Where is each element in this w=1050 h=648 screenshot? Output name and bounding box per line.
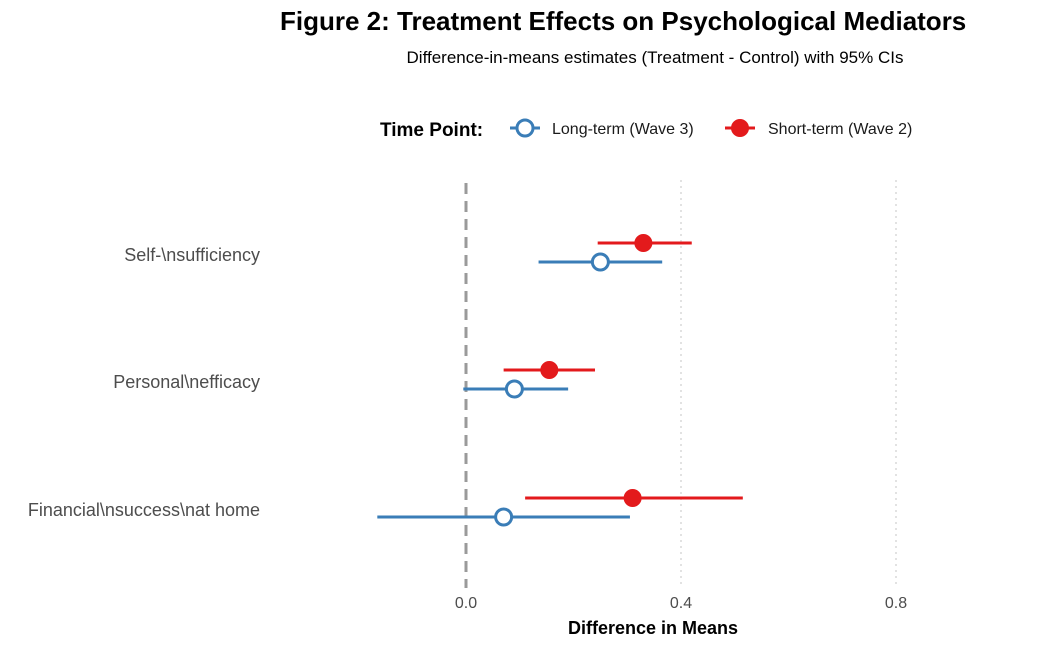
category-label-1: Personal\nefficacy [113,372,260,392]
category-labels: Self-\nsufficiency Personal\nefficacy Fina… [28,245,260,520]
x-axis-title: Difference in Means [568,618,738,638]
point-series1-cat2 [623,489,642,507]
legend-entry-short-term: Short-term (Wave 2) [725,119,912,138]
category-label-0: Self-\nsufficiency [124,245,260,265]
point-series1-cat1 [540,361,559,379]
legend-short-term-label: Short-term (Wave 2) [768,121,912,138]
legend-long-term-label: Long-term (Wave 3) [552,121,694,138]
x-tick-label-1: 0.4 [670,595,692,612]
chart-title: Figure 2: Treatment Effects on Psycholog… [280,6,967,36]
chart-subtitle: Difference-in-means estimates (Treatment… [406,48,904,67]
point-series0-cat1 [504,379,524,399]
x-tick-label-0: 0.0 [455,595,477,612]
legend: Time Point: Long-term (Wave 3) Short-ter… [380,118,912,141]
data-marks [377,234,743,527]
legend-entry-long-term: Long-term (Wave 3) [510,118,694,138]
grid [680,180,897,585]
x-tick-labels: 0.0 0.4 0.8 [455,595,907,612]
legend-short-term-marker [731,119,749,137]
point-series0-cat0 [590,252,610,272]
legend-title: Time Point: [380,120,483,141]
category-label-2: Financial\nsuccess\nat home [28,500,260,520]
legend-long-term-marker [515,118,535,138]
x-tick-label-2: 0.8 [885,595,907,612]
point-series1-cat0 [634,234,653,252]
point-series0-cat2 [494,507,514,527]
